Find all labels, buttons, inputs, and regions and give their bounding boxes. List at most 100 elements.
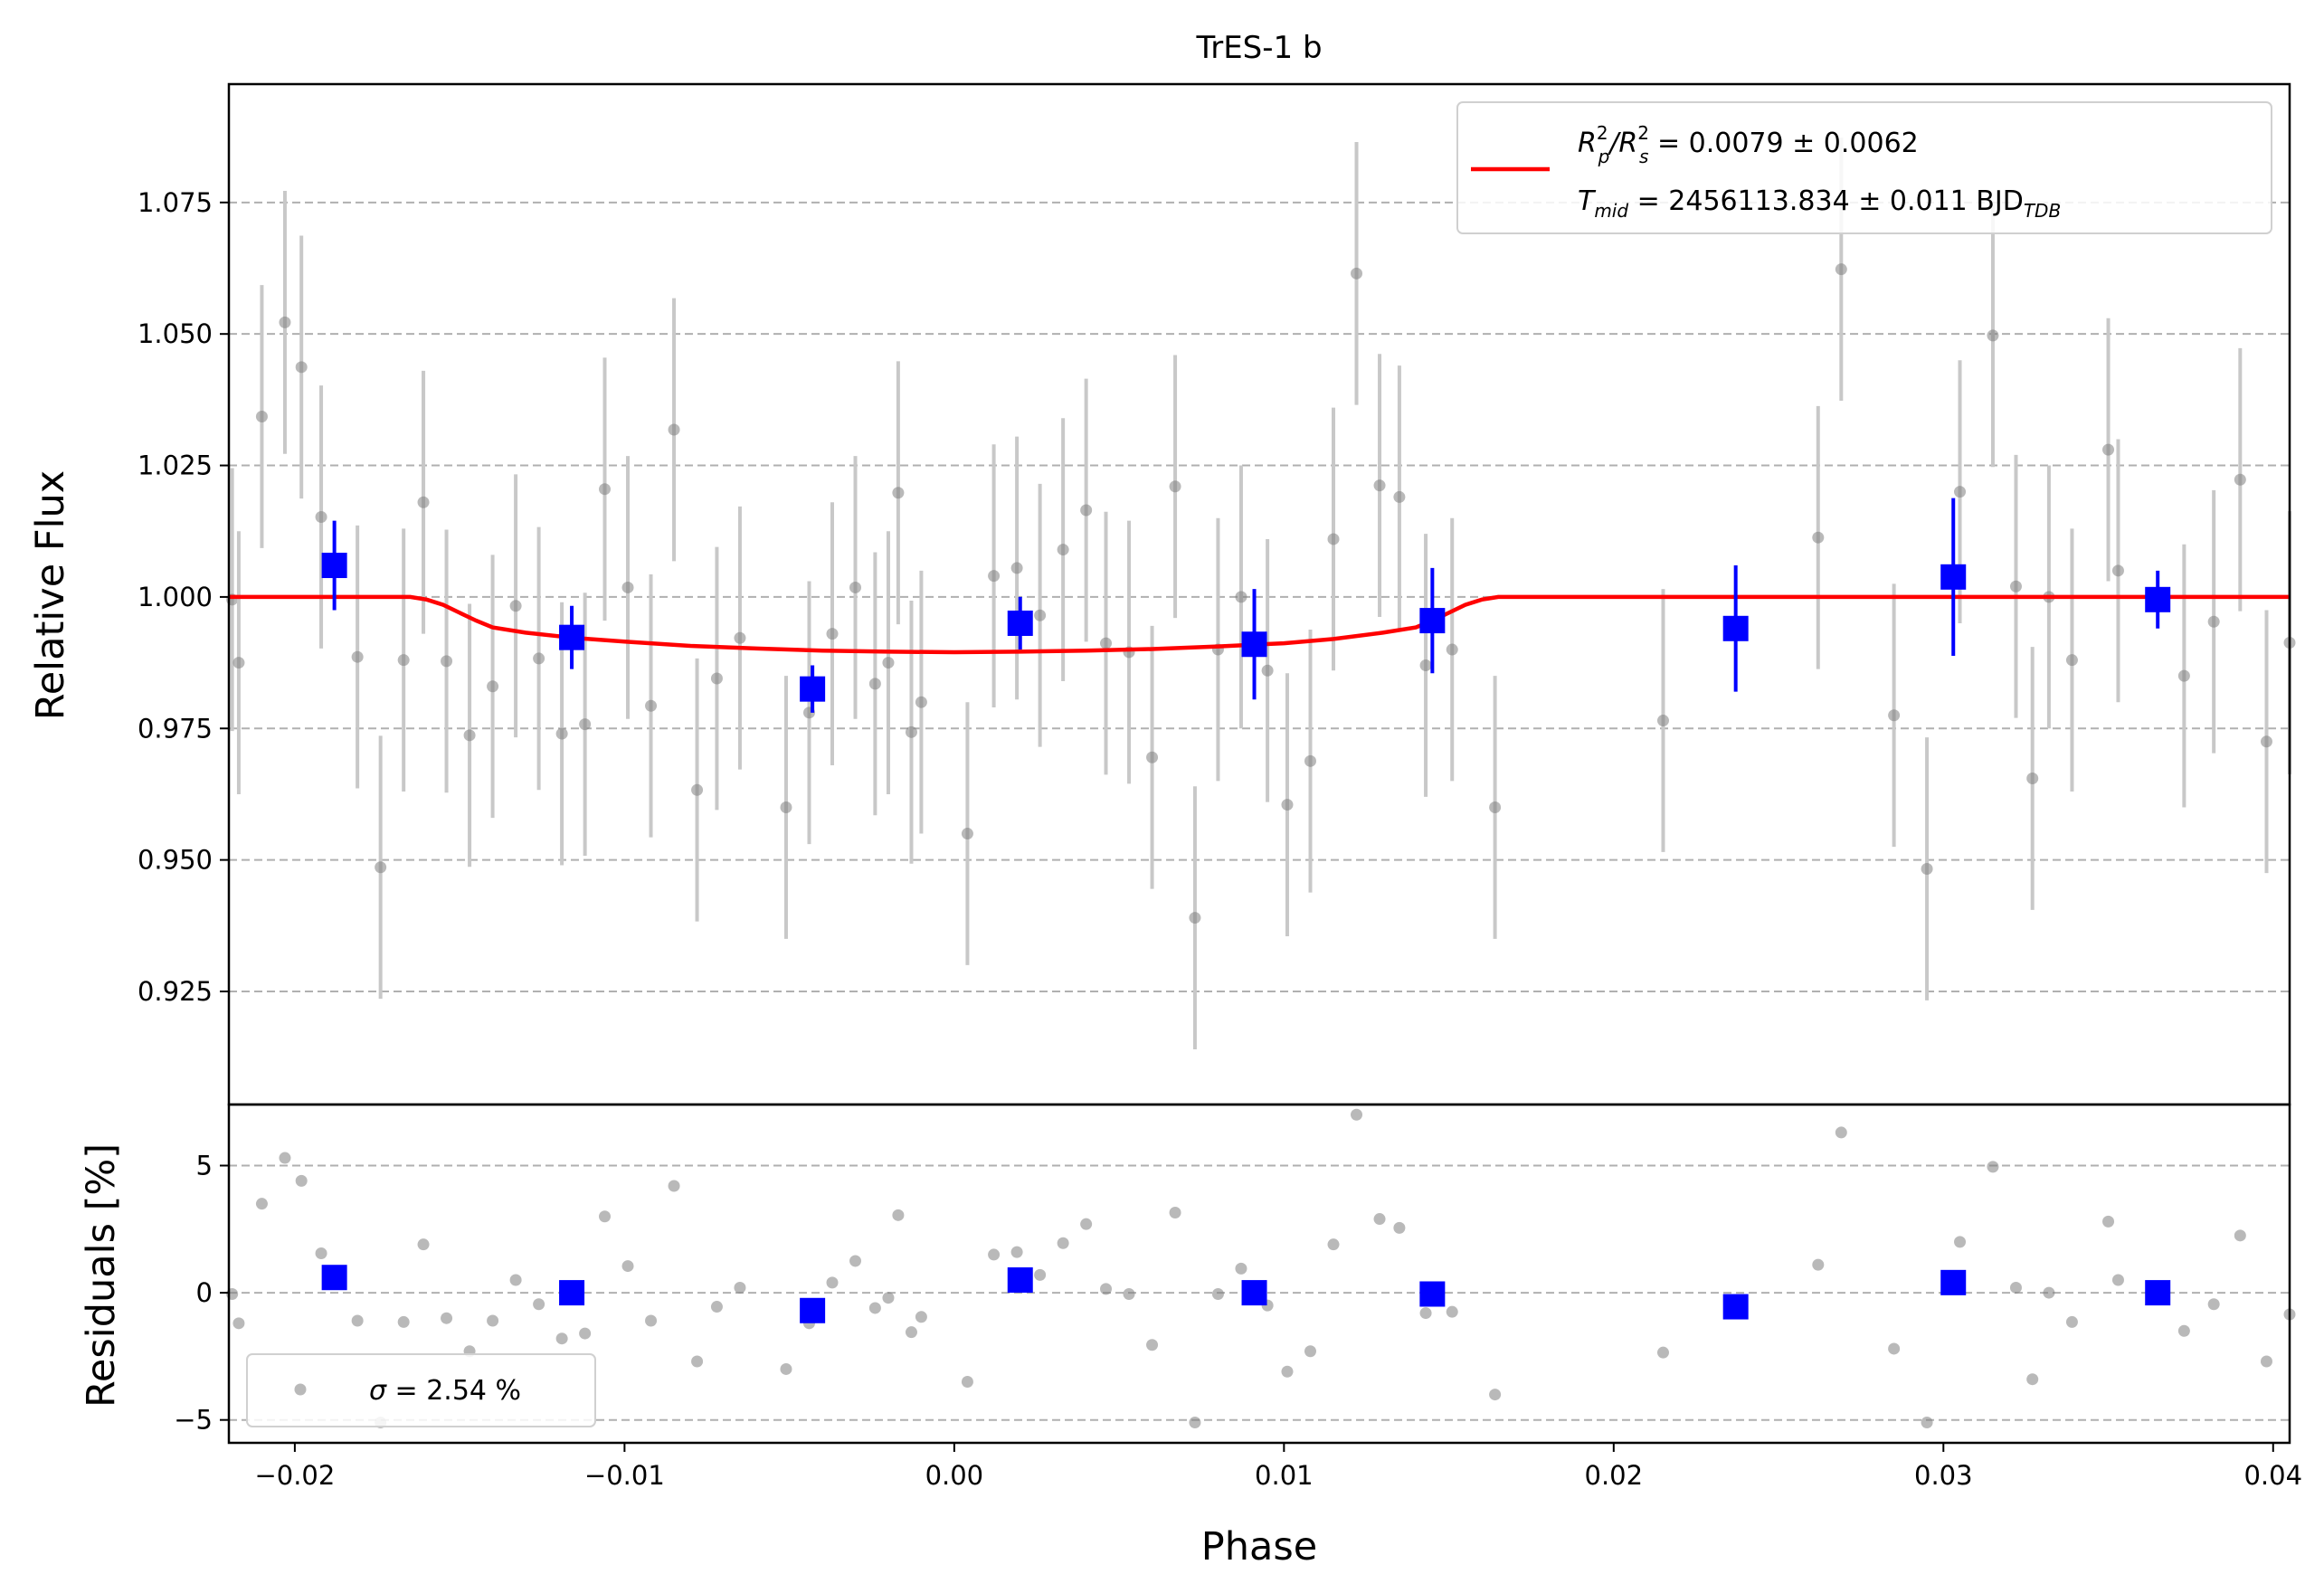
residual-point [1327, 1238, 1340, 1251]
bottom-y-ticks: −5 0 5 [174, 1150, 229, 1436]
raw-data-point [579, 718, 592, 731]
residual-point [1419, 1307, 1432, 1320]
raw-data-point [1261, 664, 1274, 677]
residual-point [509, 1274, 522, 1286]
top-panel: 0.925 0.950 0.975 1.000 1.025 1.050 1.075 Rela… [28, 82, 2296, 1106]
raw-data-point [668, 423, 680, 436]
legend-depth-sup2: 2 [1637, 122, 1649, 144]
top-y-tick-label: 1.000 [138, 582, 213, 612]
raw-data-point [1327, 533, 1340, 545]
raw-data-point [988, 570, 1001, 583]
residual-point [905, 1326, 917, 1339]
raw-data-point [2026, 773, 2039, 785]
residual-point [1489, 1389, 1502, 1401]
raw-data-point [2102, 443, 2115, 456]
raw-data-point [295, 361, 308, 374]
residual-point [734, 1281, 746, 1294]
x-tick-label: 0.02 [1585, 1460, 1644, 1491]
raw-data-point [1393, 490, 1406, 503]
legend-depth-sub1: p [1598, 146, 1610, 167]
residual-point [1100, 1283, 1113, 1295]
binned-residual-point [1722, 1294, 1749, 1320]
residual-point [1080, 1218, 1093, 1230]
residual-point [255, 1198, 268, 1210]
raw-data-point [599, 483, 612, 496]
binned-data-point [2145, 586, 2171, 612]
raw-data-point [621, 581, 634, 593]
residual-point [645, 1314, 658, 1327]
raw-data-point [1189, 912, 1201, 925]
raw-data-point [463, 729, 476, 742]
residual-point [1446, 1305, 1458, 1318]
raw-data-point [961, 828, 973, 840]
legend-tmid-t: T [1578, 185, 1597, 217]
binned-residual-point [1419, 1281, 1446, 1307]
legend-tmid-label: Tmid = 2456113.834 ± 0.011 BJDTDB [1578, 185, 2061, 222]
x-tick-label: 0.00 [925, 1460, 984, 1491]
legend-tmid-value: = 2456113.834 ± 0.011 BJD [1628, 185, 2024, 217]
legend-tmid-sub: mid [1594, 200, 1628, 222]
raw-data-point [2234, 473, 2246, 486]
raw-data-point [1010, 562, 1023, 574]
residual-point [417, 1238, 430, 1251]
top-legend: R2 p/R2 s = 0.0079 ± 0.0062 Tmid = 2456113… [1456, 101, 2272, 234]
raw-data-point [441, 655, 453, 668]
residual-point [487, 1314, 499, 1327]
raw-data-point [2177, 669, 2190, 682]
residual-point [351, 1314, 364, 1327]
binned-residual-point [1241, 1280, 1267, 1306]
binned-data-point [1940, 564, 1967, 590]
residual-point [2065, 1315, 2078, 1328]
residual-point [892, 1209, 905, 1221]
bottom-y-axis-label: Residuals [%] [79, 1143, 124, 1408]
raw-data-point [734, 631, 746, 644]
residual-point [397, 1315, 410, 1328]
residual-point [1123, 1287, 1135, 1300]
residual-point [1835, 1126, 1847, 1139]
binned-data-point [1007, 610, 1033, 636]
raw-data-point [232, 657, 245, 669]
residual-point [1393, 1221, 1406, 1234]
residual-point [1211, 1287, 1224, 1300]
residual-point [441, 1312, 453, 1324]
residual-point [868, 1302, 881, 1314]
raw-data-point [1489, 801, 1502, 813]
residual-point [2207, 1298, 2220, 1311]
residual-point [555, 1332, 568, 1345]
raw-data-point [1351, 267, 1363, 280]
legend-depth-sub2: s [1639, 146, 1648, 167]
legend-depth-value: = 0.0079 ± 0.0062 [1648, 128, 1918, 159]
legend-depth-label: R2 p/R2 s = 0.0079 ± 0.0062 [1578, 122, 1919, 167]
raw-data-point [2260, 735, 2272, 748]
legend-sigma-symbol: σ [369, 1375, 387, 1407]
binned-data-point [559, 624, 585, 650]
raw-data-point [1656, 715, 1669, 727]
residual-point [1351, 1108, 1363, 1121]
residual-point [2102, 1215, 2115, 1228]
raw-data-point [2009, 580, 2022, 593]
residual-point [2043, 1286, 2055, 1299]
raw-data-point [397, 654, 410, 667]
top-y-tick-label: 1.050 [138, 318, 213, 349]
x-tick-label: −0.01 [584, 1460, 665, 1491]
residual-point [988, 1248, 1001, 1261]
residual-point [1146, 1339, 1159, 1351]
bottom-x-ticks: −0.02 −0.01 0.00 0.01 0.02 0.03 0.04 [254, 1443, 2302, 1491]
residual-point [826, 1276, 839, 1289]
binned-data-point [1241, 631, 1267, 658]
legend-tmid-tdb: TDB [2024, 200, 2061, 222]
residual-point [1888, 1342, 1901, 1355]
residual-point [1812, 1258, 1825, 1271]
residual-point [1921, 1417, 1933, 1429]
raw-data-point [417, 496, 430, 508]
binned-data-point [1419, 608, 1446, 634]
residual-point [1373, 1213, 1386, 1226]
raw-data-point [868, 678, 881, 690]
binned-residual-point [559, 1280, 585, 1306]
raw-data-point [1304, 754, 1316, 767]
top-y-tick-label: 0.925 [138, 976, 213, 1007]
raw-data-point [892, 487, 905, 499]
raw-data-point [2207, 615, 2220, 628]
raw-data-point [1419, 659, 1432, 671]
